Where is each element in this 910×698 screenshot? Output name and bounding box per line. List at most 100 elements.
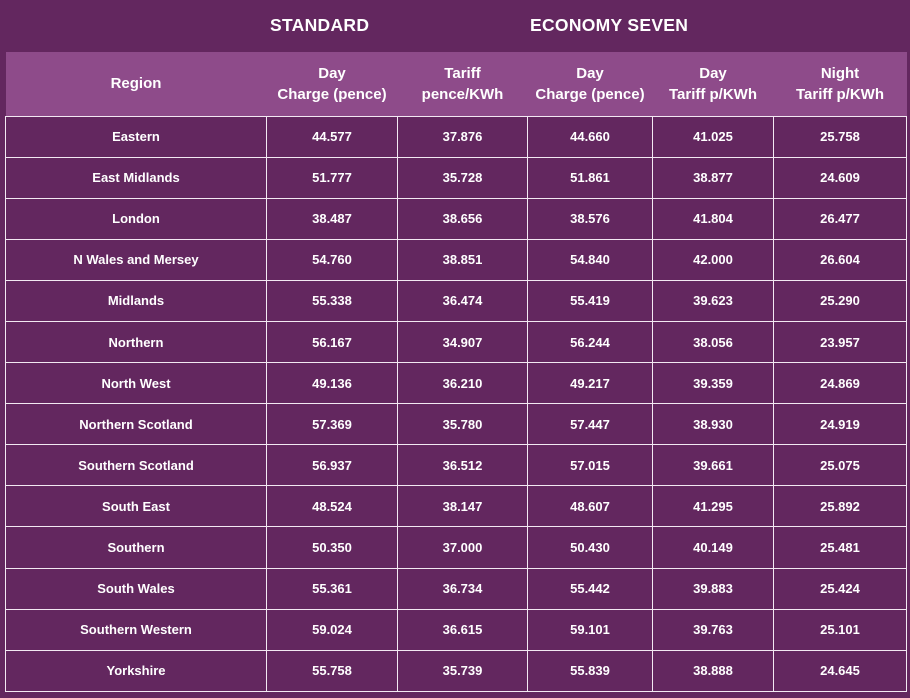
table-row: Northern Scotland 57.369 35.780 57.447 38.93… <box>5 403 907 446</box>
standard-day-charge-cell: 54.760 <box>266 238 398 281</box>
tariff-table: Region Day Charge (pence) Tariff pence/K… <box>5 52 907 692</box>
e7-day-charge-cell: 57.015 <box>527 444 653 487</box>
column-header-e7-night-tariff: Night Tariff p/KWh <box>774 52 907 116</box>
e7-day-charge-cell: 48.607 <box>527 485 653 528</box>
table-row: Eastern 44.577 37.876 44.660 41.025 25.758 <box>5 115 907 158</box>
table-row: Yorkshire 55.758 35.739 55.839 38.888 24.645 <box>5 649 907 692</box>
column-header-line: Tariff p/KWh <box>668 85 758 103</box>
standard-tariff-cell: 37.000 <box>397 526 528 569</box>
standard-day-charge-cell: 57.369 <box>266 403 398 446</box>
e7-night-tariff-cell: 26.477 <box>773 197 907 240</box>
region-cell: East Midlands <box>5 156 267 199</box>
region-cell: Southern Western <box>5 608 267 651</box>
e7-day-tariff-cell: 38.930 <box>652 403 774 446</box>
standard-day-charge-cell: 49.136 <box>266 362 398 405</box>
standard-day-charge-cell: 55.758 <box>266 649 398 692</box>
e7-day-charge-cell: 49.217 <box>527 362 653 405</box>
e7-night-tariff-cell: 25.290 <box>773 279 907 322</box>
table-row: East Midlands 51.777 35.728 51.861 38.877 24.… <box>5 156 907 199</box>
e7-day-charge-cell: 54.840 <box>527 238 653 281</box>
region-cell: London <box>5 197 267 240</box>
standard-tariff-cell: 34.907 <box>397 320 528 364</box>
column-header-line: Charge (pence) <box>535 85 645 103</box>
column-header-line: Region <box>110 75 162 93</box>
table-row: N Wales and Mersey 54.760 38.851 54.840 42.0… <box>5 238 907 281</box>
e7-night-tariff-cell: 25.424 <box>773 567 907 610</box>
e7-day-charge-cell: 55.419 <box>527 279 653 322</box>
table-row: South Wales 55.361 36.734 55.442 39.883 25.42… <box>5 567 907 610</box>
e7-night-tariff-cell: 25.892 <box>773 485 907 528</box>
e7-day-tariff-cell: 41.025 <box>652 115 774 158</box>
region-cell: South Wales <box>5 567 267 610</box>
standard-tariff-cell: 36.512 <box>397 444 528 487</box>
group-header-bar: STANDARD ECONOMY SEVEN <box>0 0 910 52</box>
standard-day-charge-cell: 55.338 <box>266 279 398 322</box>
column-header-region: Region <box>6 52 267 116</box>
region-cell: Northern Scotland <box>5 403 267 446</box>
standard-day-charge-cell: 56.167 <box>266 320 398 364</box>
column-header-standard-day-charge: Day Charge (pence) <box>267 52 398 116</box>
e7-day-charge-cell: 55.839 <box>527 649 653 692</box>
e7-day-tariff-cell: 41.804 <box>652 197 774 240</box>
e7-day-charge-cell: 55.442 <box>527 567 653 610</box>
standard-day-charge-cell: 50.350 <box>266 526 398 569</box>
region-cell: Northern <box>5 320 267 364</box>
standard-tariff-cell: 35.780 <box>397 403 528 446</box>
table-row: Southern 50.350 37.000 50.430 40.149 25.481 <box>5 526 907 569</box>
e7-day-charge-cell: 38.576 <box>527 197 653 240</box>
standard-day-charge-cell: 44.577 <box>266 115 398 158</box>
e7-night-tariff-cell: 25.481 <box>773 526 907 569</box>
standard-day-charge-cell: 55.361 <box>266 567 398 610</box>
region-cell: South East <box>5 485 267 528</box>
table-row: Midlands 55.338 36.474 55.419 39.623 25.290 <box>5 279 907 322</box>
e7-day-charge-cell: 50.430 <box>527 526 653 569</box>
e7-day-tariff-cell: 41.295 <box>652 485 774 528</box>
standard-day-charge-cell: 38.487 <box>266 197 398 240</box>
economy-seven-group-title: ECONOMY SEVEN <box>530 15 689 35</box>
table-row: Southern Western 59.024 36.615 59.101 39.763… <box>5 608 907 651</box>
standard-tariff-cell: 36.210 <box>397 362 528 405</box>
table-row: Northern 56.167 34.907 56.244 38.056 23.957 <box>5 320 907 364</box>
e7-day-tariff-cell: 38.877 <box>652 156 774 199</box>
e7-night-tariff-cell: 26.604 <box>773 238 907 281</box>
standard-tariff-cell: 36.474 <box>397 279 528 322</box>
region-cell: Southern Scotland <box>5 444 267 487</box>
column-header-line: Tariff <box>444 64 481 82</box>
region-cell: Eastern <box>5 115 267 158</box>
standard-tariff-cell: 36.734 <box>397 567 528 610</box>
table-row: North West 49.136 36.210 49.217 39.359 24.869 <box>5 362 907 405</box>
column-header-standard-tariff: Tariff pence/KWh <box>398 52 528 116</box>
e7-night-tariff-cell: 25.075 <box>773 444 907 487</box>
column-header-line: Night <box>820 64 860 82</box>
column-header-e7-day-tariff: Day Tariff p/KWh <box>653 52 774 116</box>
region-cell: N Wales and Mersey <box>5 238 267 281</box>
table-body: Eastern 44.577 37.876 44.660 41.025 25.758 Eas… <box>5 115 907 692</box>
standard-group-title: STANDARD <box>270 15 370 35</box>
e7-day-tariff-cell: 39.623 <box>652 279 774 322</box>
e7-night-tariff-cell: 24.645 <box>773 649 907 692</box>
e7-day-tariff-cell: 42.000 <box>652 238 774 281</box>
region-cell: Yorkshire <box>5 649 267 692</box>
table-row: London 38.487 38.656 38.576 41.804 26.477 <box>5 197 907 240</box>
e7-night-tariff-cell: 25.758 <box>773 115 907 158</box>
column-header-line: pence/KWh <box>421 85 504 103</box>
standard-tariff-cell: 35.728 <box>397 156 528 199</box>
e7-day-charge-cell: 59.101 <box>527 608 653 651</box>
table-row: South East 48.524 38.147 48.607 41.295 25.892 <box>5 485 907 528</box>
e7-day-tariff-cell: 38.888 <box>652 649 774 692</box>
standard-tariff-cell: 38.147 <box>397 485 528 528</box>
e7-day-tariff-cell: 39.661 <box>652 444 774 487</box>
e7-day-charge-cell: 51.861 <box>527 156 653 199</box>
column-header-line: Tariff p/KWh <box>795 85 885 103</box>
e7-day-tariff-cell: 39.763 <box>652 608 774 651</box>
e7-day-tariff-cell: 39.883 <box>652 567 774 610</box>
standard-day-charge-cell: 51.777 <box>266 156 398 199</box>
e7-day-charge-cell: 44.660 <box>527 115 653 158</box>
region-cell: North West <box>5 362 267 405</box>
column-header-line: Day <box>318 64 346 82</box>
e7-day-tariff-cell: 39.359 <box>652 362 774 405</box>
column-header-e7-day-charge: Day Charge (pence) <box>528 52 653 116</box>
e7-day-tariff-cell: 40.149 <box>652 526 774 569</box>
table-header: Region Day Charge (pence) Tariff pence/K… <box>5 52 907 116</box>
e7-night-tariff-cell: 23.957 <box>773 320 907 364</box>
